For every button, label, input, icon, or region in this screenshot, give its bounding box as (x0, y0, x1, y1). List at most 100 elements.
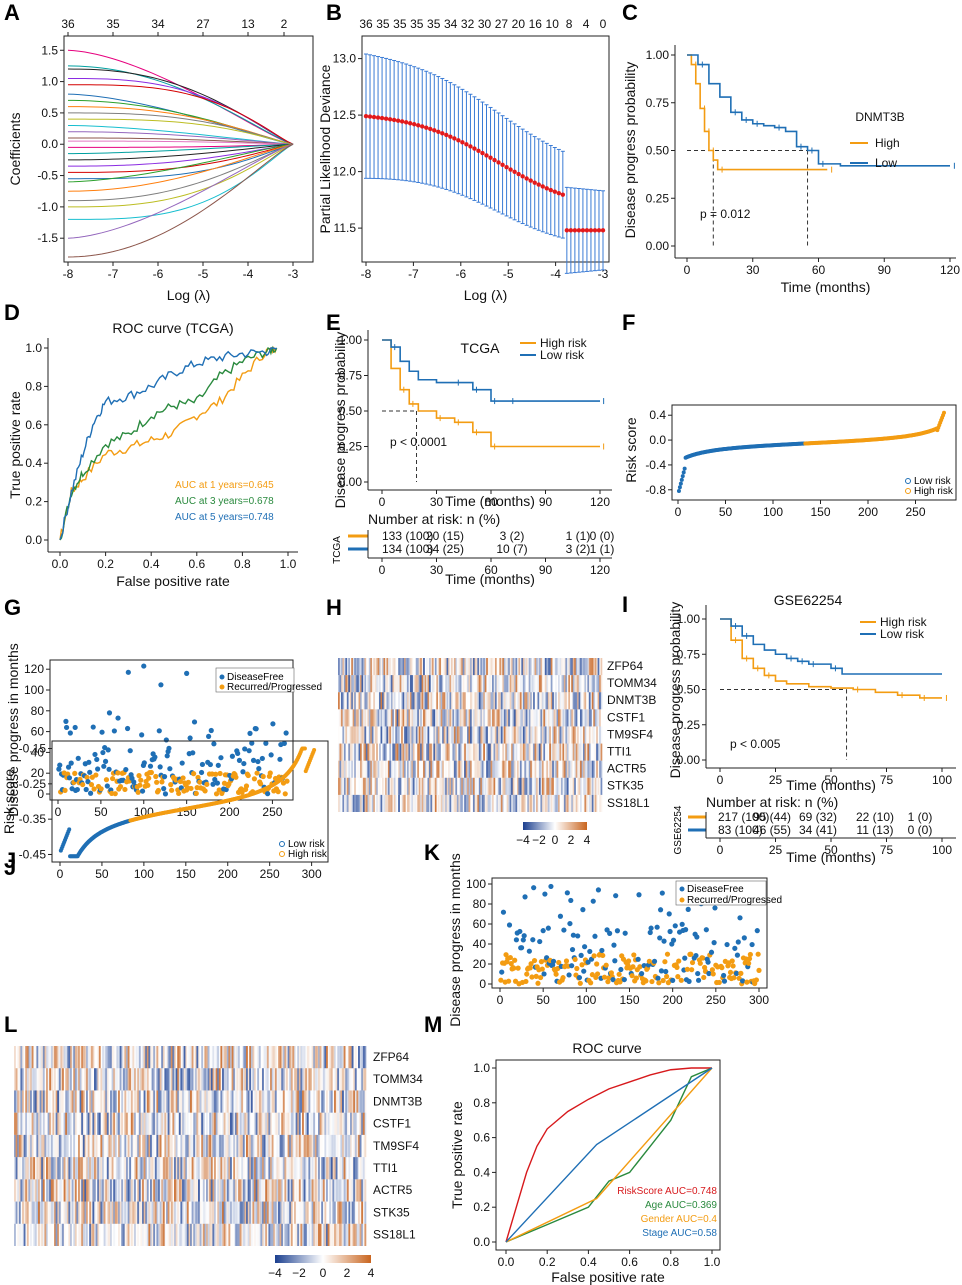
h-heat-cell (489, 760, 491, 778)
h-heat-cell (563, 709, 566, 727)
h-heat-cell (340, 777, 343, 795)
l-heat-cell (196, 1134, 199, 1158)
h-heat-cell (399, 658, 402, 676)
l-heat-cell (38, 1134, 40, 1158)
l-heat-cell (73, 1046, 76, 1069)
h-heat-cell (565, 726, 568, 744)
h-heat-cell (505, 760, 507, 778)
g-point-recurred (202, 788, 208, 794)
h-heat-cell (483, 692, 485, 710)
h-heat-cell (430, 794, 433, 812)
h-heat-cell (559, 777, 562, 795)
h-heat-cell (597, 675, 600, 693)
l-heat-cell (110, 1046, 112, 1069)
l-heat-cell (231, 1068, 234, 1091)
panel-j-real: J (4, 855, 16, 880)
h-heat-cell (461, 794, 463, 812)
l-heat-cell (175, 1134, 178, 1158)
l-heat-cell (268, 1046, 271, 1069)
h-heat-cell (581, 658, 584, 676)
l-heat-cell (116, 1112, 119, 1135)
h-heat-cell (340, 658, 343, 676)
h-heat-cell (401, 675, 403, 693)
l-heat-cell (102, 1068, 104, 1091)
g-point-recurred (88, 782, 95, 788)
h-heat-cell (558, 794, 560, 812)
h-heat-cell (588, 709, 591, 727)
h-heat-cell (461, 658, 463, 676)
h-heat-cell (456, 675, 459, 693)
l-heat-cell (258, 1046, 261, 1069)
l-heat-cell (36, 1046, 39, 1069)
l-heat-cell (345, 1090, 348, 1113)
g-point-free (87, 769, 93, 775)
a-top-tick-label: 2 (281, 17, 288, 31)
h-heat-cell (409, 743, 412, 761)
l-heat-cell (60, 1090, 63, 1113)
h-heat-cell (490, 692, 493, 710)
h-heat-cell (423, 726, 425, 744)
h-heat-cell (376, 777, 378, 795)
l-heat-cell (298, 1046, 301, 1069)
h-heat-cell (421, 743, 424, 761)
g-point-free (94, 756, 100, 763)
l-heat-cell (65, 1090, 68, 1113)
b-point (476, 148, 481, 154)
h-heat-cell (580, 709, 582, 727)
b-top-tick-label: 34 (444, 17, 458, 31)
h-heat-cell (591, 794, 594, 812)
l-heat-cell (225, 1179, 228, 1202)
l-heat-cell (177, 1157, 180, 1180)
a-coef-path (67, 143, 294, 148)
d-roc-line (59, 345, 278, 541)
l-heat-cell (138, 1046, 141, 1069)
h-heat-cell (446, 658, 449, 676)
h-heat-cell (354, 658, 356, 676)
l-heat-cell (111, 1157, 114, 1180)
l-heat-cell (178, 1179, 181, 1202)
l-heat-cell (196, 1046, 199, 1069)
l-heat-cell (226, 1068, 229, 1091)
l-heat-cell (265, 1068, 268, 1091)
h-heat-cell (340, 743, 343, 761)
h-heat-cell (512, 777, 515, 795)
l-heat-cell (60, 1134, 63, 1158)
h-heat-cell (569, 794, 572, 812)
h-heat-cell (392, 675, 395, 693)
l-heat-cell (28, 1112, 31, 1135)
l-heat-cell (300, 1068, 303, 1091)
e-x-tick-label: 0 (379, 495, 386, 509)
h-heat-cell (537, 777, 540, 795)
g-point-free (90, 724, 96, 730)
h-heat-cell (528, 777, 531, 795)
h-heat-cell (361, 692, 364, 710)
h-heat-cell (540, 777, 543, 795)
h-heat-cell (468, 726, 471, 744)
g-point-recurred (84, 774, 90, 781)
l-heat-cell (18, 1112, 21, 1135)
k-point-free (734, 952, 741, 958)
h-heat-cell (559, 743, 562, 761)
l-heat-cell (343, 1157, 346, 1180)
h-heat-cell (393, 675, 396, 693)
l-heat-cell (190, 1046, 192, 1069)
l-heat-cell (274, 1068, 277, 1091)
l-heat-cell (278, 1068, 280, 1091)
plot-frame (49, 659, 294, 801)
l-heat-cell (297, 1046, 300, 1069)
y-axis-title: Risk score (623, 417, 639, 483)
h-heat-cell (411, 777, 414, 795)
l-heat-cell (138, 1068, 141, 1091)
l-heat-cell (266, 1134, 269, 1158)
h-heat-cell (538, 675, 541, 693)
h-heat-cell (461, 726, 463, 744)
h-heat-cell (563, 675, 566, 693)
l-heat-cell (39, 1157, 42, 1180)
k-point-recurred (701, 974, 707, 981)
h-heat-cell (452, 760, 455, 778)
l-heat-cell (70, 1068, 72, 1091)
l-heat-cell (175, 1157, 178, 1180)
l-heat-cell (25, 1068, 28, 1091)
h-heat-cell (459, 743, 462, 761)
l-heat-cell (143, 1112, 146, 1135)
